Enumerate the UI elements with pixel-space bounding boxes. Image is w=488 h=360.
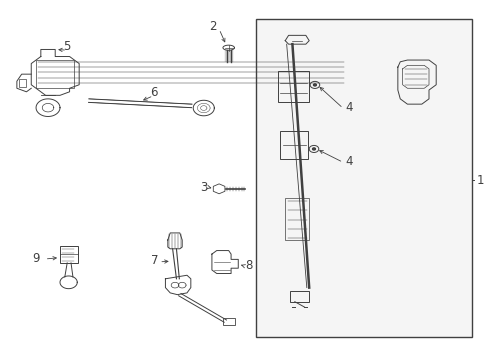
Text: 6: 6 (149, 86, 157, 99)
Bar (289, 291, 308, 302)
Text: 2: 2 (209, 20, 217, 33)
Text: 8: 8 (245, 259, 252, 272)
Circle shape (313, 84, 316, 86)
Bar (280, 131, 307, 159)
Bar (223, 318, 234, 325)
Text: 4: 4 (345, 101, 352, 114)
Text: 4: 4 (345, 155, 352, 168)
Bar (60, 246, 78, 263)
Bar (285, 198, 308, 240)
Text: 5: 5 (63, 40, 71, 53)
Text: 7: 7 (150, 254, 158, 267)
Bar (278, 71, 308, 102)
Text: 9: 9 (32, 252, 40, 265)
Bar (36, 60, 74, 88)
Text: 1: 1 (475, 174, 483, 186)
Bar (256, 19, 471, 337)
Circle shape (312, 148, 315, 150)
Bar (19, 80, 26, 86)
Text: 3: 3 (200, 181, 207, 194)
